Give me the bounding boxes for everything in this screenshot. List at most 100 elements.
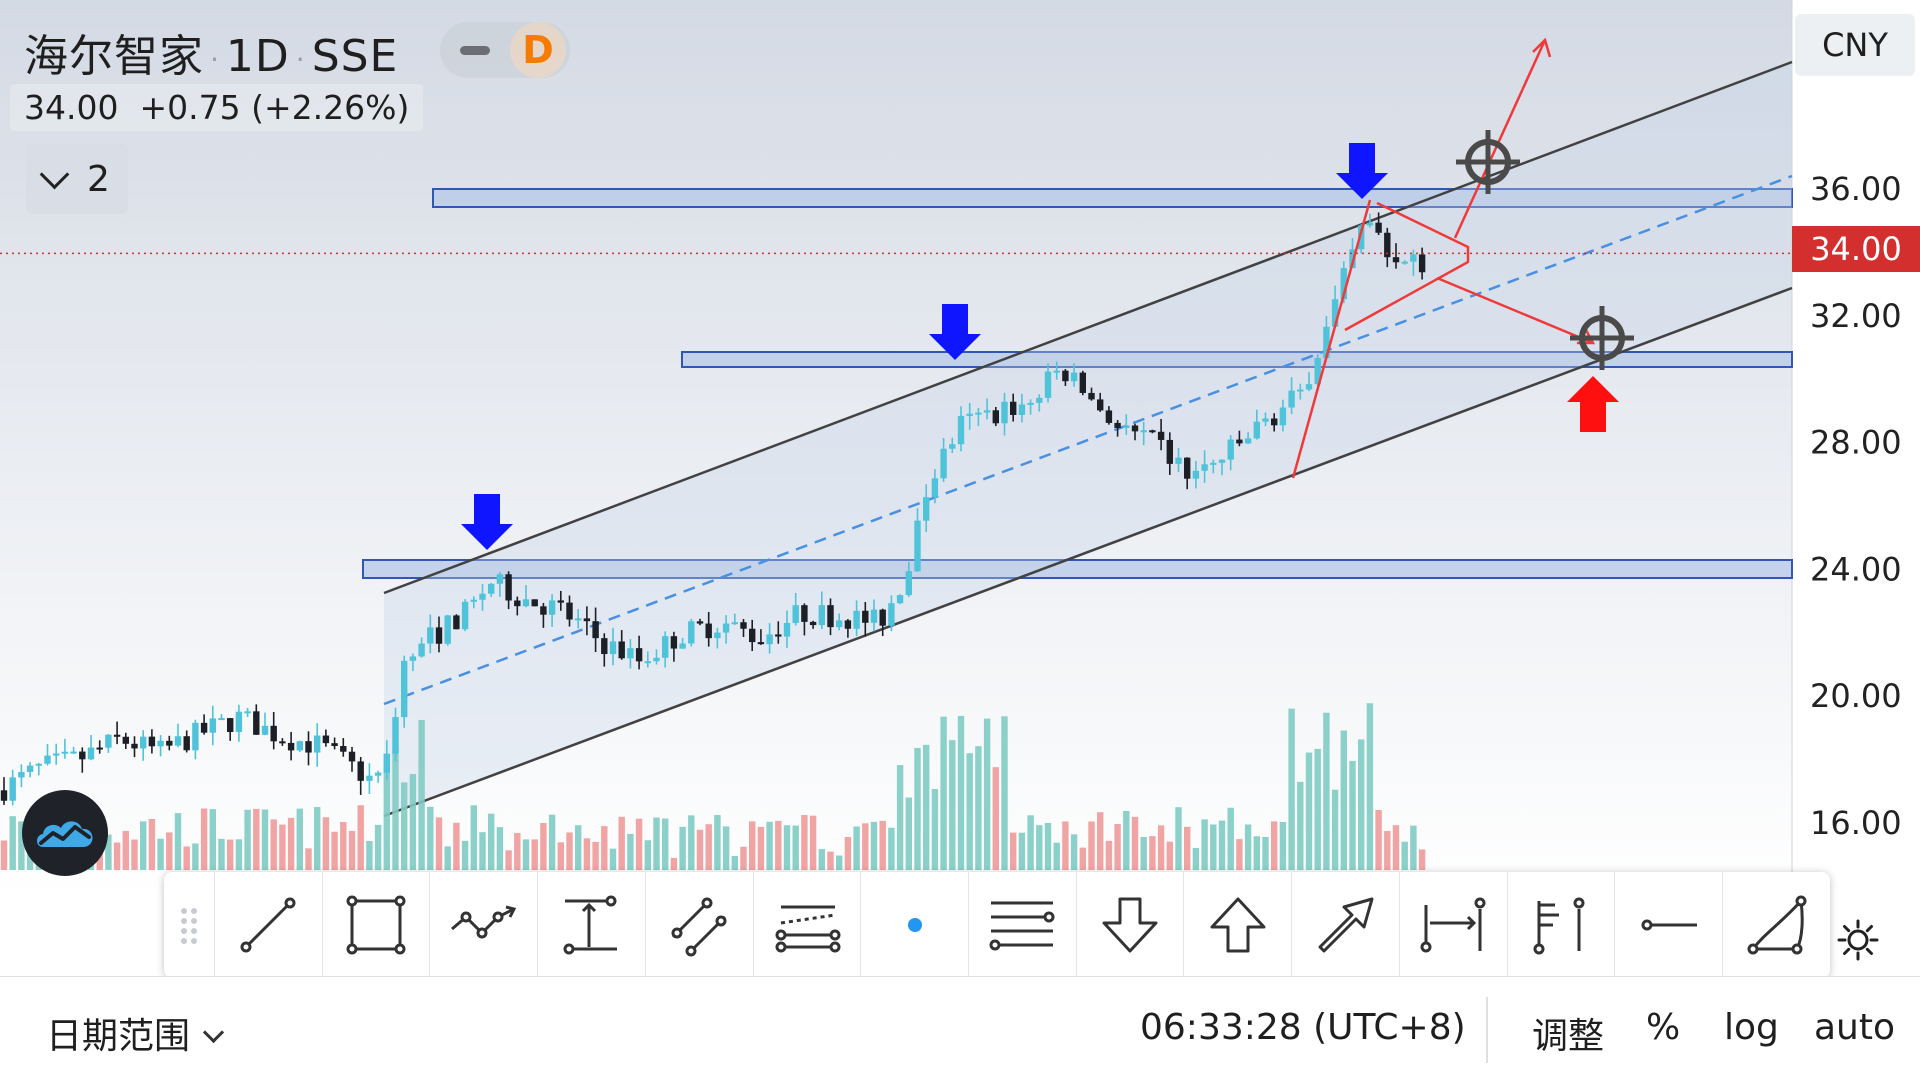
- volume-bar: [731, 855, 738, 870]
- candle-body: [157, 740, 164, 747]
- candle-body: [792, 605, 799, 623]
- resistance-zone: [681, 351, 1793, 368]
- candle-body: [461, 601, 469, 630]
- parallel-channel-tool[interactable]: [644, 872, 753, 978]
- volume-bar: [1192, 847, 1200, 870]
- candle-body: [488, 583, 495, 594]
- volume-bar: [427, 806, 434, 870]
- toolbar-settings-button[interactable]: [1836, 918, 1880, 962]
- drawing-toolbar[interactable]: [164, 872, 1830, 978]
- regression-channel-tool[interactable]: [752, 872, 861, 978]
- candle-body: [522, 599, 530, 607]
- candle-body: [1105, 410, 1113, 423]
- app-logo-button[interactable]: [22, 790, 108, 876]
- volume-bar: [113, 842, 121, 870]
- arrow-up-tool[interactable]: [1183, 872, 1291, 978]
- volume-bar: [983, 718, 991, 870]
- channel-midline: [383, 174, 1793, 706]
- volume-bar: [749, 821, 756, 870]
- gear-icon: [1837, 919, 1879, 961]
- price-axis-tick-label: 24.00: [1810, 550, 1902, 588]
- legend-separator: ·: [295, 42, 306, 76]
- volume-bar: [314, 807, 321, 870]
- curve-tool[interactable]: [1722, 872, 1830, 978]
- volume-bar: [192, 843, 199, 870]
- chart-area[interactable]: 36.00 32.00 28.00 24.00 20.00 16.00 海尔智家 · 1D · S…: [0, 0, 1920, 898]
- candle-body: [722, 623, 730, 633]
- volume-bar: [522, 839, 530, 870]
- auto-scale-button[interactable]: auto: [1814, 1007, 1896, 1048]
- volume-bar: [714, 815, 721, 870]
- volume-bar: [1166, 841, 1173, 870]
- volume-bar: [1305, 752, 1313, 870]
- arrow-tool[interactable]: [1291, 872, 1399, 978]
- clock-timezone-button[interactable]: 06:33:28 (UTC+8): [1140, 1007, 1466, 1048]
- volume-bar: [470, 805, 477, 870]
- candle-body: [479, 593, 486, 600]
- candle-body: [931, 478, 939, 498]
- volume-bar: [531, 839, 538, 870]
- adjust-button[interactable]: 调整: [1532, 1016, 1605, 1057]
- breakout-up-arrow: [1453, 39, 1547, 239]
- price-chart[interactable]: 36.00 32.00 28.00 24.00 20.00 16.00: [0, 0, 1920, 898]
- candle-body: [1288, 390, 1295, 408]
- bottom-divider: [1486, 997, 1488, 1063]
- volume-bar: [896, 765, 904, 870]
- horizontal-lines-tool[interactable]: [968, 872, 1076, 978]
- candle-body: [18, 771, 25, 778]
- candle-body: [775, 634, 782, 637]
- path-tool[interactable]: [429, 872, 537, 978]
- volume-bar: [827, 851, 834, 870]
- candle-body: [836, 620, 843, 628]
- arrow-down-icon: [1102, 897, 1158, 953]
- candle-body: [557, 600, 564, 603]
- price-range-tool[interactable]: [537, 872, 645, 978]
- candle-body: [888, 603, 895, 626]
- trend-line-tool[interactable]: [213, 872, 322, 978]
- percent-scale-button[interactable]: %: [1646, 1007, 1681, 1048]
- candle-body: [923, 497, 930, 521]
- date-range-tool[interactable]: [1398, 872, 1507, 978]
- legend-badges[interactable]: D: [440, 22, 570, 78]
- candle-body: [1201, 464, 1208, 471]
- volume-bar: [1331, 789, 1339, 870]
- candle-body: [26, 765, 34, 772]
- indicators-count: 2: [87, 158, 110, 200]
- volume-bar: [1001, 716, 1008, 870]
- candle-body: [1218, 459, 1226, 463]
- volume-bar: [18, 821, 25, 870]
- candle-body: [618, 641, 625, 659]
- dot-tool[interactable]: [860, 872, 968, 978]
- currency-button[interactable]: CNY: [1795, 14, 1915, 76]
- candle-body: [914, 520, 921, 572]
- volume-bar: [757, 826, 765, 870]
- volume-bar: [1288, 708, 1295, 870]
- last-price: 34.00: [24, 88, 119, 127]
- indicators-collapse-button[interactable]: 2: [26, 144, 128, 214]
- minus-icon[interactable]: [460, 45, 490, 55]
- data-source-badge[interactable]: D: [510, 22, 566, 78]
- volume-bar: [1088, 821, 1095, 870]
- volume-bar: [305, 848, 312, 870]
- volume-bar: [783, 825, 791, 870]
- volume-bar: [1227, 807, 1234, 870]
- candle-body: [1366, 222, 1374, 226]
- date-range-dropdown[interactable]: 日期范围: [46, 1007, 225, 1059]
- volume-bar: [705, 824, 712, 870]
- candle-body: [1297, 389, 1304, 392]
- arrow-down-tool[interactable]: [1075, 872, 1184, 978]
- rectangle-tool[interactable]: [321, 872, 430, 978]
- symbol-legend[interactable]: 海尔智家 · 1D · SSE: [24, 20, 398, 84]
- candle-body: [575, 618, 582, 621]
- volume-bar: [975, 746, 982, 870]
- candle-body: [1340, 268, 1347, 300]
- flag-tool[interactable]: [1506, 872, 1615, 978]
- arrow-up-marker: [1567, 376, 1619, 432]
- toolbar-drag-handle[interactable]: [164, 872, 214, 978]
- horizontal-ray-tool[interactable]: [1614, 872, 1722, 978]
- log-scale-button[interactable]: log: [1724, 1007, 1779, 1048]
- candle-body: [174, 736, 182, 746]
- interval-label: 1D: [225, 31, 290, 82]
- candle-body: [679, 643, 686, 649]
- horizontal-lines-icon: [989, 901, 1055, 951]
